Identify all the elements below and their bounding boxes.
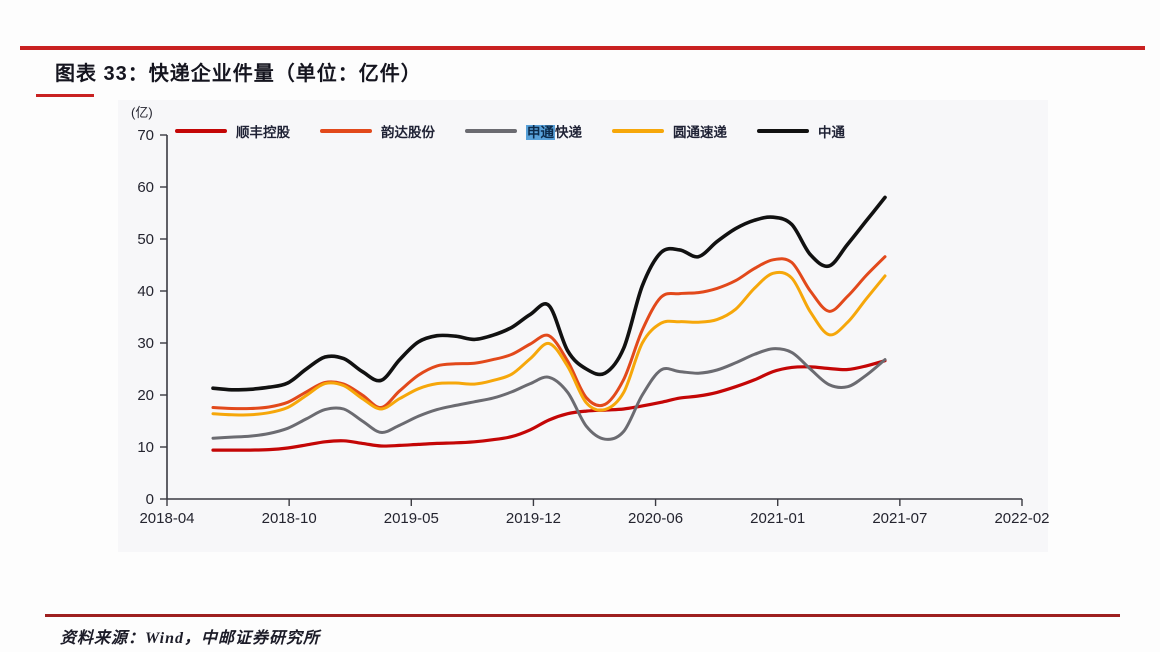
legend-label-highlight-sto: 申通 — [526, 125, 555, 140]
legend-item-yunda: 韵达股份 — [320, 121, 435, 141]
series-line-yto — [211, 270, 887, 417]
x-tick-label: 2022-02 — [994, 510, 1049, 527]
chart-legend: 顺丰控股 韵达股份 申通快递 圆通速递 中通 — [175, 121, 845, 141]
series-line-yunda — [211, 255, 887, 411]
series-line-sto — [211, 347, 887, 441]
series-line-zto — [211, 195, 887, 392]
title-red-underline — [36, 94, 94, 97]
legend-label-sto: 申通快递 — [526, 125, 582, 140]
x-tick-label: 2021-07 — [872, 510, 927, 527]
source-line: 资料来源：Wind，中邮证券研究所 — [60, 630, 320, 647]
legend-label-zto: 中通 — [818, 125, 845, 140]
series-line-sf — [211, 359, 887, 452]
legend-label-sf: 顺丰控股 — [236, 125, 290, 140]
x-tick-label: 2019-05 — [384, 510, 439, 527]
bottom-red-rule — [45, 614, 1120, 617]
legend-swatch-yto — [612, 129, 664, 133]
y-tick-label: 30 — [137, 335, 154, 352]
x-tick-label: 2018-04 — [139, 510, 194, 527]
y-tick-label: 40 — [137, 283, 154, 300]
y-tick-label: 70 — [137, 127, 154, 144]
x-tick-label: 2020-06 — [628, 510, 683, 527]
legend-item-yto: 圆通速递 — [612, 121, 727, 141]
legend-swatch-sto — [465, 129, 517, 133]
x-tick-label: 2019-12 — [506, 510, 561, 527]
top-red-rule — [20, 46, 1145, 50]
x-tick-label: 2018-10 — [262, 510, 317, 527]
legend-label-yunda: 韵达股份 — [381, 125, 435, 140]
page-title: 图表 33：快递企业件量（单位：亿件） — [55, 63, 422, 85]
legend-swatch-zto — [757, 129, 809, 133]
y-tick-label: 0 — [146, 491, 154, 508]
y-tick-label: 60 — [137, 179, 154, 196]
y-tick-label: 50 — [137, 231, 154, 248]
legend-swatch-sf — [175, 129, 227, 133]
y-tick-label: 20 — [137, 387, 154, 404]
legend-item-sto: 申通快递 — [465, 121, 582, 141]
y-axis-unit-label: (亿) — [131, 105, 153, 120]
legend-label-yto: 圆通速递 — [673, 125, 727, 140]
chart-background — [118, 100, 1048, 552]
x-tick-label: 2021-01 — [750, 510, 805, 527]
legend-swatch-yunda — [320, 129, 372, 133]
legend-item-sf: 顺丰控股 — [175, 121, 290, 141]
legend-item-zto: 中通 — [757, 121, 845, 141]
y-tick-label: 10 — [137, 439, 154, 456]
